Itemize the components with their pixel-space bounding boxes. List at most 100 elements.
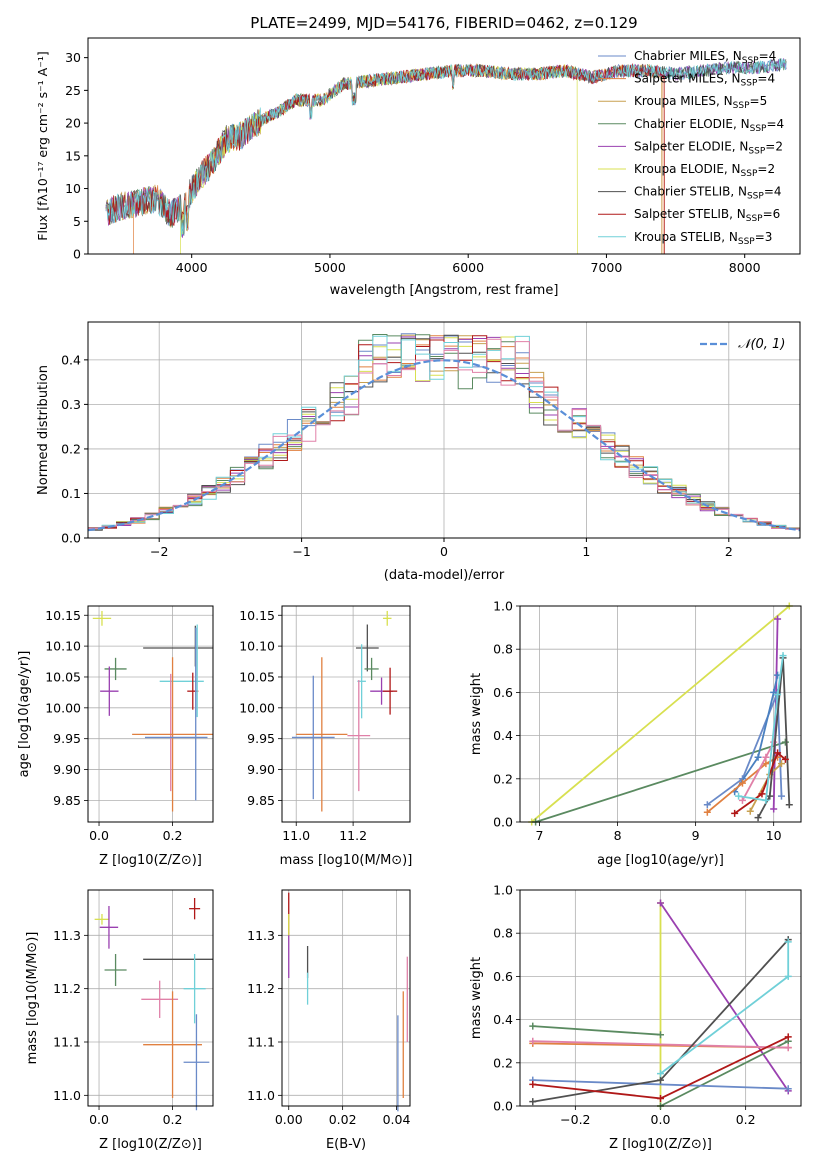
- y-tick-label: 30: [65, 50, 81, 65]
- y-tick-label: 10.00: [45, 700, 81, 715]
- y-tick-label: 9.90: [53, 762, 81, 777]
- y-axis-label: mass weight: [469, 957, 484, 1039]
- legend-suffix: =3: [755, 230, 773, 244]
- y-tick-label: 11.0: [247, 1088, 275, 1103]
- marker-blue2: [770, 688, 778, 696]
- histogram-panel: −2 −1 0 1 2 0.0 0.1 0.2 0.3 0.4 𝒩(0, 1) (data-model…: [36, 321, 801, 583]
- x-tick-label: 0.02: [329, 1112, 357, 1127]
- series-line-chabrier_elodie: [532, 1025, 661, 1036]
- marker-kroupa_miles: [777, 760, 785, 768]
- marker-salpeter_miles: [762, 760, 770, 768]
- y-tick-label: 0.8: [493, 926, 513, 941]
- marker-salpeter_stelib: [774, 749, 782, 757]
- y-tick-label: 10.00: [239, 700, 275, 715]
- x-tick-label: 0.0: [651, 1112, 671, 1127]
- axes-frame: [87, 605, 214, 823]
- legend-suffix: =4: [766, 117, 784, 131]
- axes-frame: [87, 37, 801, 255]
- y-tick-label: 9.85: [247, 793, 275, 808]
- y-tick-label: 11.0: [53, 1088, 81, 1103]
- y-tick-label: 0.4: [493, 1012, 513, 1027]
- marker-salpeter_miles: [703, 808, 711, 816]
- x-tick-label: 2: [725, 544, 733, 559]
- series-line-chabrier_stelib: [757, 657, 791, 819]
- legend-entry-chabrier_elodie: Chabrier ELODIE, NSSP=4: [634, 117, 784, 134]
- axes-frame: [519, 605, 802, 823]
- marker-salpeter_stelib: [529, 1080, 537, 1088]
- marker-salpeter_miles: [738, 779, 746, 787]
- series-lines: [529, 899, 792, 1110]
- weight_vs_age-panel: 7 8 9 10 0.0 0.2 0.4 0.6 0.8 1.0 age [log10(age/yr…: [469, 599, 802, 868]
- y-tick-label: 11.2: [247, 981, 275, 996]
- legend-suffix: =6: [763, 207, 781, 221]
- y-tick-label: 0.8: [493, 642, 513, 657]
- y-tick-label: 10.05: [239, 669, 275, 684]
- y-tick-label: 0: [73, 247, 81, 262]
- series-line-chabrier_elodie: [535, 741, 786, 823]
- spectrum-line-kroupa_elodie: [180, 64, 578, 254]
- x-axis-label: E(B-V): [326, 1137, 366, 1152]
- y-tick-label: 0.2: [61, 441, 81, 456]
- normal-curve: [88, 359, 800, 532]
- axes-frame: [87, 889, 214, 1107]
- y-tick-label: 10.05: [45, 669, 81, 684]
- series-line-salpeter_elodie: [659, 902, 789, 1092]
- marker-pink: [784, 1044, 792, 1052]
- weight_vs_Z-panel: −0.2 0.0 0.2 0.0 0.2 0.4 0.6 0.8 1.0 Z [log10(Z/Z…: [469, 883, 802, 1152]
- y-tick-label: 11.3: [53, 928, 81, 943]
- y-tick-label: 11.2: [53, 981, 81, 996]
- x-axis-label: Z [log10(Z/Z⊙)]: [99, 1137, 202, 1152]
- x-axis-label: (data-model)/error: [384, 568, 505, 583]
- chart-title: PLATE=2499, MJD=54176, FIBERID=0462, z=0…: [250, 14, 637, 32]
- series-line-chabrier_elodie: [660, 1040, 789, 1107]
- y-tick-label: 0.2: [493, 771, 513, 786]
- legend-entry-salpeter_miles: Salpeter MILES, NSSP=4: [634, 72, 775, 89]
- x-tick-label: 1: [582, 544, 590, 559]
- marker-salpeter_stelib: [657, 1094, 664, 1102]
- y-axis-label: Normed distribution: [36, 365, 51, 495]
- x-axis-label: mass [log10(M/M⊙)]: [280, 853, 413, 868]
- marker-kroupa_stelib: [774, 691, 782, 699]
- mass_vs_ebv-panel: 0.00 0.02 0.04 11.0 11.1 11.2 11.3 E(B-V): [247, 889, 411, 1152]
- marker-kroupa_stelib: [779, 652, 787, 660]
- x-tick-label: 0.2: [163, 1112, 183, 1127]
- x-tick-label: −0.2: [560, 1112, 590, 1127]
- y-tick-label: 0.4: [493, 728, 513, 743]
- marker-salpeter_elodie: [657, 899, 664, 907]
- legend-entry-kroupa_elodie: Kroupa ELODIE, NSSP=2: [634, 162, 775, 179]
- legend-suffix: =2: [765, 139, 783, 153]
- legend-label: Chabrier ELODIE, N: [634, 117, 750, 131]
- marker-chabrier_stelib: [529, 1098, 537, 1106]
- series-lines: [528, 602, 793, 826]
- marker-kroupa_stelib: [784, 938, 792, 946]
- marker-chabrier_stelib: [766, 792, 774, 800]
- legend-entry-salpeter_elodie: Salpeter ELODIE, NSSP=2: [634, 139, 783, 156]
- y-tick-label: 11.1: [53, 1035, 81, 1050]
- x-tick-label: 8: [614, 828, 622, 843]
- legend-sub: SSP: [741, 79, 758, 89]
- x-tick-label: 9: [692, 828, 700, 843]
- y-tick-label: 0.0: [493, 1099, 513, 1114]
- marker-kroupa_stelib: [762, 796, 770, 804]
- y-tick-label: 10.15: [239, 608, 275, 623]
- marker-chabrier_elodie: [657, 1031, 664, 1039]
- y-tick-label: 0.2: [493, 1055, 513, 1070]
- legend-suffix: =5: [750, 94, 768, 108]
- y-tick-label: 9.95: [247, 731, 275, 746]
- legend-suffix: =4: [759, 49, 777, 63]
- x-tick-label: 0.2: [163, 828, 183, 843]
- x-tick-label: 11.0: [282, 828, 310, 843]
- x-tick-label: 0.0: [89, 1112, 109, 1127]
- y-tick-label: 0.0: [493, 815, 513, 830]
- legend-entry-kroupa_miles: Kroupa MILES, NSSP=5: [634, 94, 767, 111]
- age_vs_mass-panel: 11.0 11.2 9.85 9.90 9.95 10.00 10.05 10.10 10.15…: [239, 605, 413, 868]
- marker-chabrier_elodie: [529, 1022, 537, 1030]
- legend-label: Kroupa MILES, N: [634, 94, 733, 108]
- legend-label: Kroupa ELODIE, N: [634, 162, 741, 176]
- x-tick-label: 4000: [176, 260, 208, 275]
- x-tick-label: 10: [766, 828, 782, 843]
- y-tick-label: 10.10: [239, 639, 275, 654]
- legend-sub: SSP: [738, 237, 755, 247]
- marker-salpeter_elodie: [770, 805, 778, 813]
